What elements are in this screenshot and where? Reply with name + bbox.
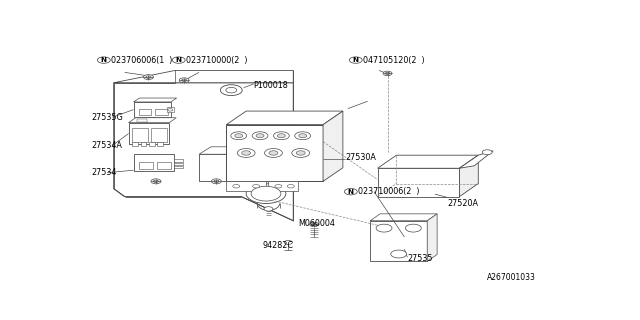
Circle shape: [385, 72, 390, 75]
Polygon shape: [114, 83, 293, 221]
Circle shape: [483, 150, 492, 155]
Circle shape: [292, 148, 310, 157]
Bar: [174, 166, 183, 169]
Polygon shape: [428, 214, 437, 261]
Bar: [134, 102, 171, 117]
Bar: [157, 162, 171, 170]
Circle shape: [391, 250, 406, 258]
Bar: [227, 124, 323, 181]
Text: N: N: [101, 57, 107, 63]
Text: 27520A: 27520A: [447, 199, 478, 209]
Circle shape: [344, 188, 357, 195]
Circle shape: [253, 185, 260, 188]
Circle shape: [284, 240, 292, 244]
Bar: [157, 142, 163, 146]
Text: 023710006(2  ): 023710006(2 ): [358, 187, 419, 196]
Circle shape: [310, 222, 319, 227]
Circle shape: [287, 185, 294, 188]
Text: N: N: [353, 57, 359, 63]
Bar: [269, 181, 298, 191]
Bar: [174, 159, 183, 162]
Circle shape: [179, 78, 189, 83]
Polygon shape: [370, 214, 437, 221]
Bar: [137, 119, 147, 122]
Bar: [134, 154, 174, 172]
Bar: [132, 128, 148, 142]
Bar: [167, 108, 174, 112]
Circle shape: [383, 71, 392, 76]
Polygon shape: [227, 111, 343, 124]
Circle shape: [256, 134, 264, 138]
Circle shape: [154, 180, 158, 182]
Polygon shape: [199, 147, 238, 154]
Circle shape: [182, 79, 187, 82]
Polygon shape: [460, 155, 478, 196]
Circle shape: [246, 184, 286, 204]
Circle shape: [226, 87, 237, 93]
Bar: [132, 142, 138, 146]
Bar: [227, 181, 266, 191]
Circle shape: [233, 185, 240, 188]
Circle shape: [275, 185, 282, 188]
Circle shape: [220, 85, 242, 96]
Circle shape: [264, 207, 273, 211]
Text: N: N: [348, 189, 354, 195]
Circle shape: [172, 57, 185, 63]
Bar: [156, 108, 168, 115]
Circle shape: [251, 186, 281, 201]
Circle shape: [168, 108, 173, 111]
Text: M060004: M060004: [298, 219, 335, 228]
Circle shape: [211, 179, 221, 184]
Text: 27535G: 27535G: [91, 113, 123, 122]
Polygon shape: [199, 154, 227, 181]
Circle shape: [273, 132, 289, 140]
Circle shape: [143, 75, 154, 80]
Circle shape: [252, 132, 268, 140]
Circle shape: [299, 134, 307, 138]
Text: 023710000(2  ): 023710000(2 ): [186, 56, 247, 65]
Circle shape: [269, 151, 278, 155]
Text: 27534A: 27534A: [91, 141, 122, 150]
Text: A267001033: A267001033: [486, 273, 536, 283]
Circle shape: [231, 132, 246, 140]
Polygon shape: [129, 118, 176, 123]
Polygon shape: [134, 98, 177, 102]
Circle shape: [277, 134, 285, 138]
Text: 27535: 27535: [408, 254, 433, 263]
Bar: [129, 123, 169, 144]
Text: P100018: P100018: [253, 81, 289, 90]
Circle shape: [214, 180, 219, 182]
Text: N: N: [176, 57, 182, 63]
Circle shape: [97, 57, 110, 63]
Circle shape: [264, 148, 282, 157]
Bar: [151, 128, 167, 142]
Circle shape: [312, 223, 316, 226]
Polygon shape: [460, 151, 493, 168]
Circle shape: [146, 76, 151, 78]
Circle shape: [151, 179, 161, 184]
Bar: [378, 168, 460, 196]
Polygon shape: [114, 70, 293, 83]
Circle shape: [242, 151, 251, 155]
Circle shape: [296, 151, 305, 155]
Polygon shape: [378, 155, 478, 168]
Circle shape: [237, 148, 255, 157]
Circle shape: [349, 57, 362, 63]
Text: 047105120(2  ): 047105120(2 ): [363, 56, 424, 65]
Circle shape: [376, 224, 392, 232]
Polygon shape: [323, 111, 343, 181]
Bar: [141, 142, 147, 146]
Circle shape: [235, 134, 243, 138]
Bar: [149, 142, 155, 146]
Bar: [174, 163, 183, 165]
Bar: [370, 221, 428, 261]
Text: 94282C: 94282C: [262, 241, 294, 250]
Text: 27534: 27534: [91, 168, 116, 177]
Circle shape: [295, 132, 310, 140]
Bar: [138, 108, 151, 115]
Text: 023706006(1  ): 023706006(1 ): [111, 56, 172, 65]
Circle shape: [405, 224, 421, 232]
Text: 27530A: 27530A: [346, 153, 376, 163]
Bar: [138, 162, 154, 170]
